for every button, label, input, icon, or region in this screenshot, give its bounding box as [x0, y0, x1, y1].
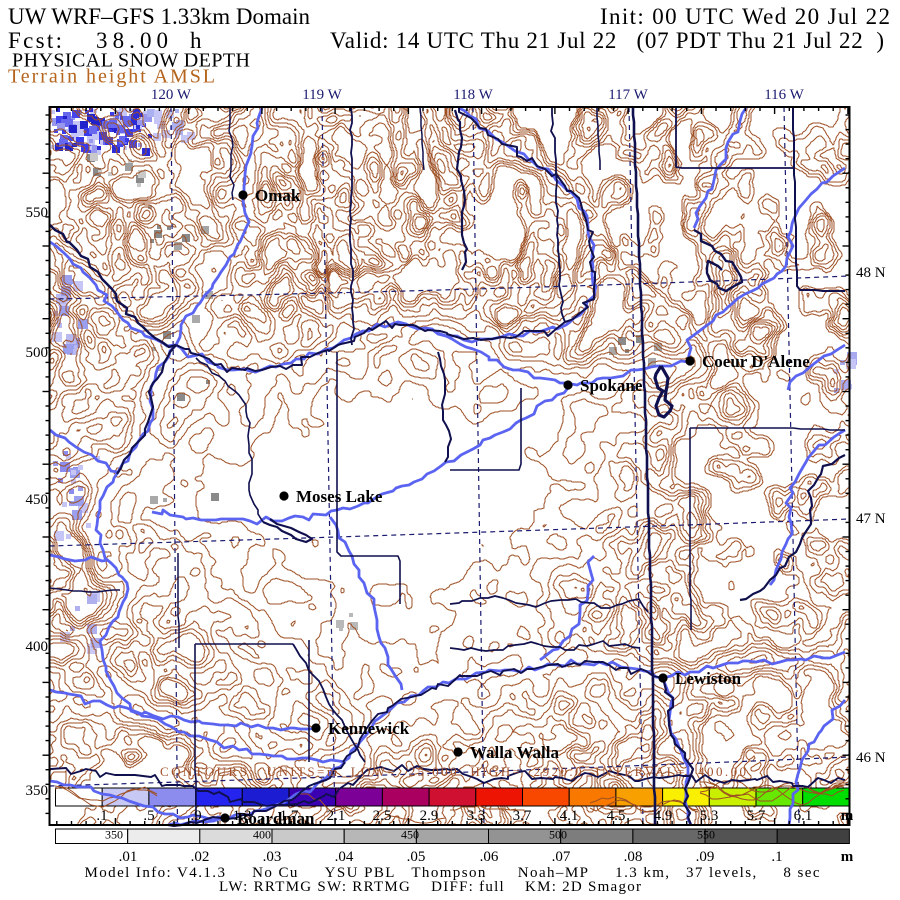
svg-text:1.3: 1.3 [233, 808, 252, 824]
svg-text:Coeur D'Alene: Coeur D'Alene [702, 352, 810, 371]
svg-text:350: 350 [26, 783, 49, 799]
svg-text:450: 450 [26, 492, 49, 508]
svg-text:2.5: 2.5 [373, 808, 392, 824]
svg-text:400: 400 [26, 639, 49, 655]
svg-text:.08: .08 [624, 849, 643, 865]
svg-text:Fcst:: Fcst: [8, 28, 62, 53]
svg-text:2.1: 2.1 [327, 808, 346, 824]
svg-text:Boardman: Boardman [237, 809, 315, 828]
svg-text:550: 550 [697, 828, 715, 842]
svg-text:PHYSICAL SNOW DEPTH: PHYSICAL SNOW DEPTH [12, 50, 250, 72]
svg-text:47 N: 47 N [856, 511, 886, 527]
svg-text:120 W: 120 W [151, 87, 192, 103]
svg-text:Omak: Omak [255, 186, 301, 205]
svg-text:.5: .5 [143, 808, 154, 824]
svg-text:Lewiston: Lewiston [675, 669, 742, 688]
svg-text:.07: .07 [552, 849, 571, 865]
svg-text:.02: .02 [191, 849, 210, 865]
svg-text:Spokane: Spokane [580, 376, 643, 395]
svg-text:48 N: 48 N [856, 265, 886, 281]
svg-text:400: 400 [253, 828, 271, 842]
svg-text:.04: .04 [335, 849, 354, 865]
svg-text:UW WRF–GFS 1.33km Domain: UW WRF–GFS 1.33km Domain [8, 4, 311, 29]
svg-text:.01: .01 [119, 849, 138, 865]
svg-text:m: m [841, 849, 854, 865]
svg-text:5.3: 5.3 [700, 808, 719, 824]
svg-text:.1: .1 [96, 808, 107, 824]
svg-text:4.1: 4.1 [560, 808, 579, 824]
svg-text:450: 450 [401, 828, 419, 842]
svg-text:500: 500 [26, 345, 49, 361]
svg-text:.9: .9 [190, 808, 201, 824]
svg-text:117 W: 117 W [608, 87, 648, 103]
svg-text:Terrain height AMSL: Terrain height AMSL [8, 66, 215, 88]
svg-text:.09: .09 [696, 849, 715, 865]
svg-text:5.7: 5.7 [747, 808, 766, 824]
svg-text:.06: .06 [480, 849, 499, 865]
svg-text:Walla Walla: Walla Walla [470, 743, 559, 762]
svg-text:Model Info: V4.1.3 No Cu: Model Info: V4.1.3 No Cu YSU PBL Thompso… [85, 865, 820, 881]
svg-text:.05: .05 [407, 849, 426, 865]
svg-text:2.9: 2.9 [420, 808, 439, 824]
svg-text:.1: .1 [771, 849, 782, 865]
svg-text:h: h [190, 28, 202, 53]
svg-text:Init: 00 UTC Wed 20 Jul 22: Init: 00 UTC Wed 20 Jul 22 [600, 4, 890, 29]
svg-text:4.9: 4.9 [654, 808, 673, 824]
svg-text:.03: .03 [263, 849, 282, 865]
svg-text:4.5: 4.5 [607, 808, 626, 824]
svg-text:m: m [841, 808, 854, 824]
svg-text:550: 550 [26, 205, 49, 221]
svg-text:46 N: 46 N [856, 750, 886, 766]
svg-text:Moses Lake: Moses Lake [296, 487, 383, 506]
svg-text:3.7: 3.7 [513, 808, 532, 824]
svg-text:350: 350 [105, 828, 123, 842]
svg-text:118 W: 118 W [453, 87, 493, 103]
svg-text:Valid: 14 UTC Thu 21 Jul 22: Valid: 14 UTC Thu 21 Jul 22 (07 PDT Thu … [330, 28, 884, 53]
svg-text:CONTOURS: UNITS=m LOW= 25.0: CONTOURS: UNITS=m LOW= 25.000 HIGH= 2920… [160, 764, 746, 779]
svg-text:3.3: 3.3 [467, 808, 486, 824]
svg-text:119 W: 119 W [302, 87, 342, 103]
svg-text:116 W: 116 W [764, 87, 804, 103]
svg-text:1.7: 1.7 [280, 808, 299, 824]
svg-text:6.1: 6.1 [794, 808, 813, 824]
svg-text:Kennewick: Kennewick [328, 719, 410, 738]
svg-text:500: 500 [549, 828, 567, 842]
